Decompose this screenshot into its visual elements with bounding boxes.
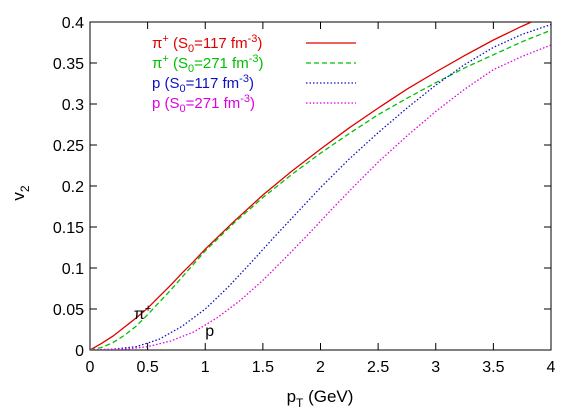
curve-annotation-1: π+ [134, 303, 151, 323]
legend-entry-1: π+ (S0=117 fm-3) [152, 33, 262, 55]
series-lines [90, 22, 551, 350]
series-line-4 [90, 44, 551, 350]
y-tick-label: 0.3 [62, 97, 84, 114]
y-tick-label: 0.35 [53, 56, 84, 73]
x-tick-label: 3.5 [482, 359, 504, 376]
y-tick-label: 0.15 [53, 220, 84, 237]
y-axis-label: v2 [9, 185, 32, 201]
y-tick-label: 0.05 [53, 302, 84, 319]
series-line-1 [90, 22, 532, 350]
series-line-3 [90, 23, 551, 350]
x-tick-label: 2.5 [367, 359, 389, 376]
x-tick-label: 0 [86, 359, 95, 376]
legend-entry-3: p (S0=117 fm-3) [152, 73, 254, 95]
curve-annotations: π+ p [134, 303, 214, 340]
y-axis: 0 0.05 0.1 0.15 0.2 0.25 0.3 0.35 0.4 [53, 15, 551, 360]
legend: π+ (S0=117 fm-3)π+ (S0=271 fm-3)p (S0=11… [152, 33, 356, 115]
legend-entry-4: p (S0=271 fm-3) [152, 93, 255, 115]
y-tick-label: 0.4 [62, 15, 84, 32]
y-tick-label: 0.2 [62, 179, 84, 196]
y-tick-label: 0.1 [62, 261, 84, 278]
x-tick-label: 0.5 [137, 359, 159, 376]
curve-annotation-2: p [205, 323, 214, 340]
x-axis: 0 0.5 1 1.5 2 2.5 3 3.5 4 [86, 22, 556, 376]
y-tick-label: 0.25 [53, 138, 84, 155]
x-axis-label: pT (GeV) [287, 387, 354, 407]
x-tick-label: 1.5 [252, 359, 274, 376]
x-tick-label: 3 [431, 359, 440, 376]
y-tick-label: 0 [75, 343, 84, 360]
legend-entry-2: π+ (S0=271 fm-3) [152, 53, 264, 75]
x-tick-label: 1 [201, 359, 210, 376]
x-tick-label: 2 [316, 359, 325, 376]
x-tick-label: 4 [547, 359, 556, 376]
